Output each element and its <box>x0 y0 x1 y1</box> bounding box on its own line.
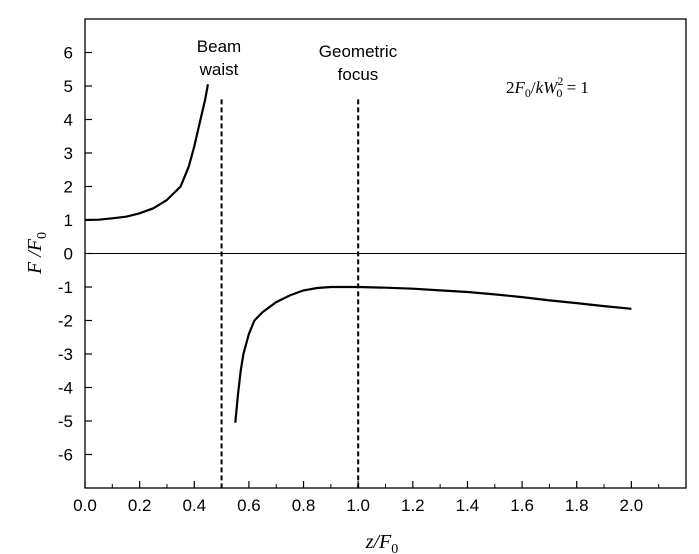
x-tick-label: 1.8 <box>565 496 589 515</box>
y-tick-label: -6 <box>58 446 73 465</box>
y-tick-label: -2 <box>58 312 73 331</box>
series-line-after-waist <box>234 285 632 423</box>
x-tick-label: 2.0 <box>620 496 644 515</box>
plot-content: 6 5 4 3 2 1 0 -1 -2 -3 -4 -5 -6 0.0 0.2 0.4 0.6 0.8 1.0 1.2… <box>58 18 687 515</box>
y-tick-label: -1 <box>58 278 73 297</box>
y-tick-label: -5 <box>58 412 73 431</box>
x-tick-label: 0.0 <box>73 496 97 515</box>
x-tick-label: 0.4 <box>182 496 206 515</box>
beam-waist-label-line2: waist <box>199 60 239 79</box>
beam-waist-label-line1: Beam <box>197 37 241 56</box>
x-tick-label: 1.2 <box>401 496 425 515</box>
y-tick-label: 1 <box>64 211 73 230</box>
x-tick-label: 1.4 <box>456 496 480 515</box>
x-tick-label: 0.2 <box>128 496 152 515</box>
y-tick-label: -4 <box>58 379 73 398</box>
y-tick-label: 4 <box>64 111 73 130</box>
y-tick-label: 5 <box>64 77 73 96</box>
x-tick-label: 0.6 <box>237 496 261 515</box>
y-tick-label: 6 <box>64 44 73 63</box>
x-tick-label: 0.8 <box>292 496 316 515</box>
series-line-before-waist <box>84 84 209 222</box>
geometric-focus-label-line1: Geometric <box>319 42 398 61</box>
x-tick-label: 1.0 <box>346 496 370 515</box>
x-axis-title: z/F0 <box>365 531 399 554</box>
y-axis-title: F /F0 <box>24 232 50 275</box>
geometric-focus-label-line2: focus <box>338 65 379 84</box>
y-tick-label: 3 <box>64 144 73 163</box>
y-tick-label: 2 <box>64 178 73 197</box>
x-tick-label: 1.6 <box>510 496 534 515</box>
parameter-annotation: 2F0/kW2 0 = 1 <box>506 74 589 100</box>
y-tick-label: 0 <box>64 245 73 264</box>
y-tick-label: -3 <box>58 345 73 364</box>
